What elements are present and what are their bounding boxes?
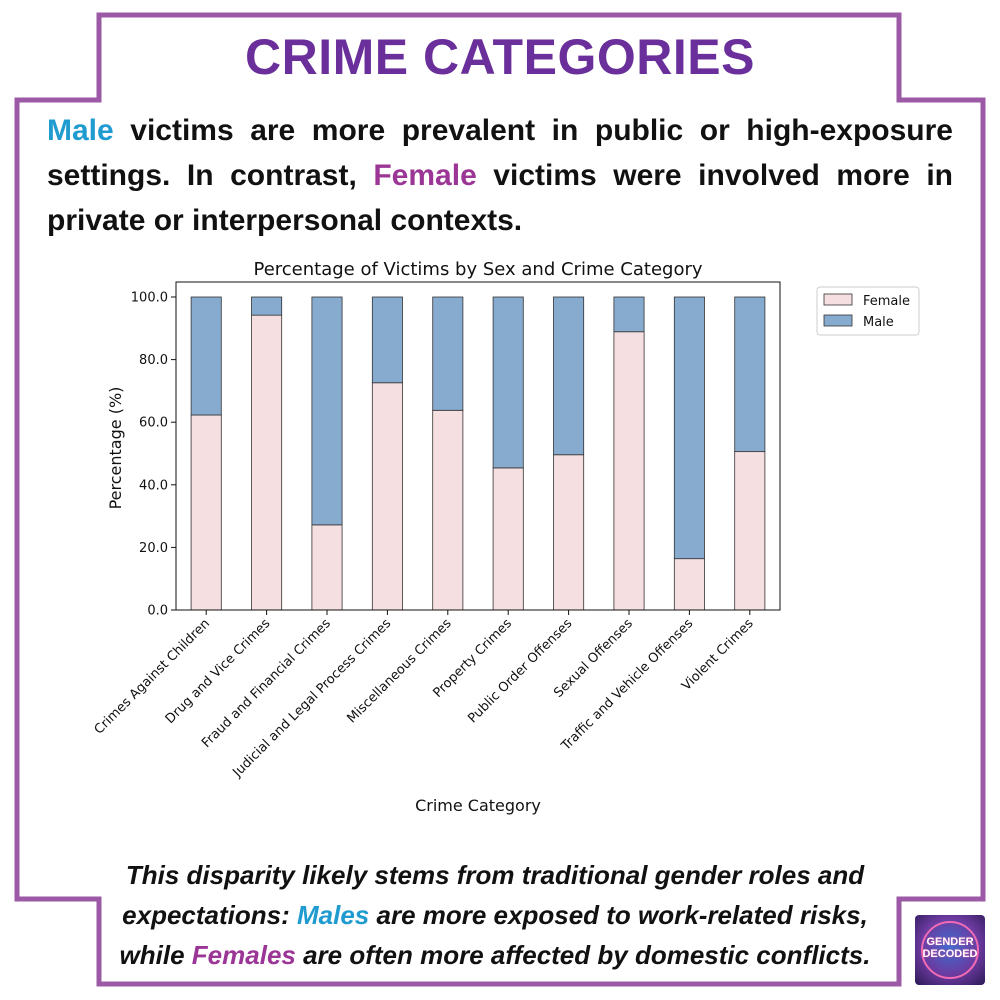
legend-label-male: Male [863,315,894,330]
bar-female-7 [613,331,645,611]
legend-swatch-female [823,293,853,306]
outro-text-part1: This disparity likely stems from traditi… [122,860,865,930]
bar-male-1 [251,296,283,316]
bar-female-9 [734,451,766,611]
intro-text-part2: victims were involved more in private or… [47,159,953,237]
bar-male-9 [734,296,766,453]
outro-male-word: Males [297,900,370,930]
bar-female-1 [251,314,283,611]
y-tick-label: 20.0 [139,541,168,556]
y-tick-label: 100.0 [131,291,168,306]
y-tick-label: 0.0 [147,604,168,619]
bar-female-0 [190,414,222,611]
bar-male-8 [673,296,705,560]
intro-female-word: Female [373,159,477,192]
x-tick-label: Drug and Vice Crimes [163,616,274,727]
bar-female-8 [673,558,705,611]
bar-female-6 [553,454,585,611]
logo-text-line-1: GENDER [926,936,974,948]
logo-text: GENDER DECODED [915,936,985,960]
intro-text: Male victims are more prevalent in publi… [47,108,953,243]
bars-group [190,296,766,611]
x-tick-label: Crimes Against Children [92,616,213,737]
bar-male-0 [190,296,222,416]
x-axis-label: Crime Category [415,796,541,815]
x-tick-label: Miscellaneous Crimes [344,616,454,726]
legend-label-female: Female [863,294,910,309]
bar-male-3 [371,296,403,384]
bar-male-5 [492,296,524,469]
chart-legend: Female Male [816,286,920,336]
page-title: CRIME CATEGORIES [245,29,755,85]
y-tick-label: 80.0 [139,353,168,368]
gender-decoded-logo: GENDER DECODED [915,915,985,985]
bar-female-3 [371,382,403,611]
bar-male-2 [311,296,343,526]
intro-text-part1: victims are more prevalent in public or … [47,114,953,192]
bar-male-6 [553,296,585,456]
y-tick-label: 60.0 [139,416,168,431]
x-tick-label: Traffic and Vehicle Offenses [558,616,696,754]
bar-female-4 [432,409,464,611]
plot-area-frame [175,281,781,611]
chart-title: Percentage of Victims by Sex and Crime C… [253,259,702,280]
logo-ring [921,921,979,979]
x-tick-label: Public Order Offenses [465,616,575,726]
outro-text-part3: are often more affected by domestic conf… [295,940,871,970]
outro-female-word: Females [191,940,296,970]
x-tick-label: Fraud and Financial Crimes [199,616,334,751]
bar-female-5 [492,467,524,611]
frame-border [14,12,986,987]
outro-text: This disparity likely stems from traditi… [100,855,890,975]
intro-male-word: Male [47,114,114,147]
y-axis-label: Percentage (%) [106,387,125,510]
logo-text-line-2: DECODED [922,948,978,960]
legend-swatch-male [823,314,853,327]
bar-female-2 [311,524,343,611]
bar-male-7 [613,296,645,333]
y-tick-label: 40.0 [139,478,168,493]
outro-text-part2: are more exposed to work-related risks, … [119,900,868,970]
bar-male-4 [432,296,464,411]
